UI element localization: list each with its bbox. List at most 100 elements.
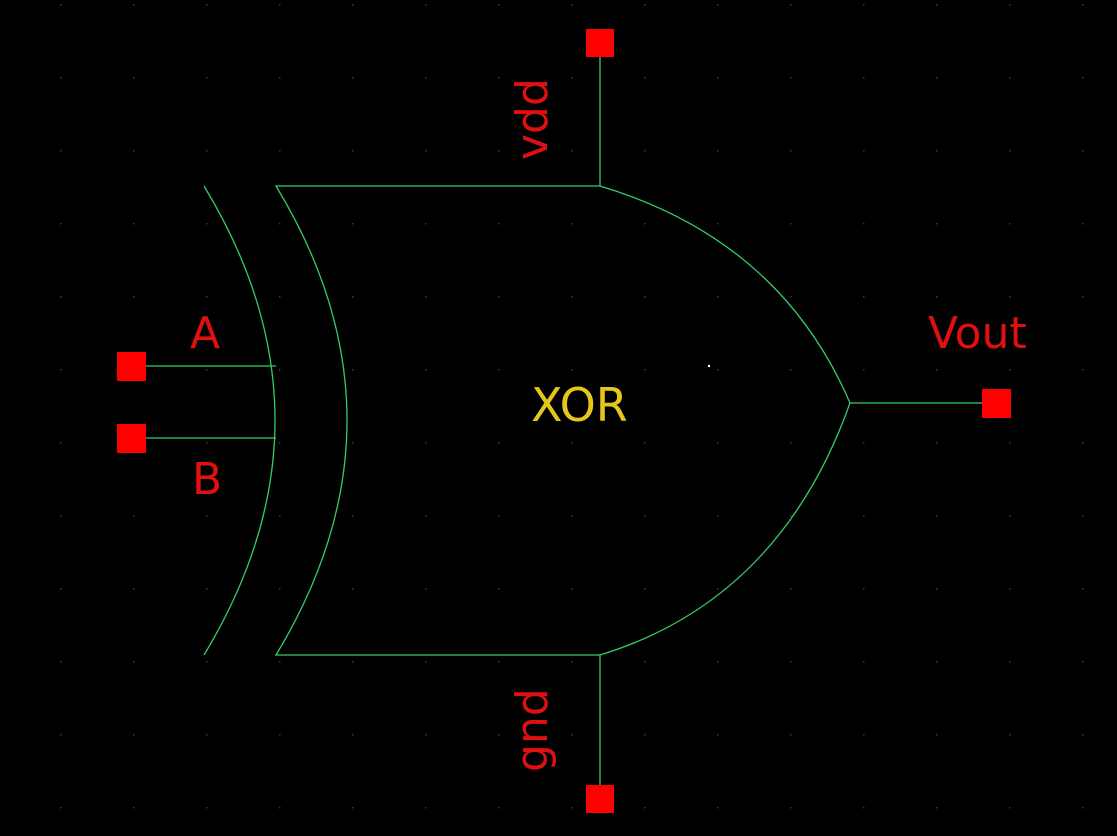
grid-dot <box>279 223 281 225</box>
grid-dot <box>1082 4 1084 6</box>
grid-dots <box>60 4 1084 809</box>
grid-dot <box>60 807 62 809</box>
grid-dot <box>717 661 719 663</box>
grid-dot <box>133 515 135 517</box>
grid-dot <box>936 515 938 517</box>
grid-dot <box>352 4 354 6</box>
grid-dot <box>60 223 62 225</box>
grid-dot <box>498 515 500 517</box>
grid-dot <box>717 515 719 517</box>
grid-dot <box>571 442 573 444</box>
grid-dot <box>863 150 865 152</box>
grid-dot <box>790 661 792 663</box>
grid-dot <box>1082 296 1084 298</box>
grid-dot <box>1009 807 1011 809</box>
grid-dot <box>206 442 208 444</box>
grid-dot <box>1009 150 1011 152</box>
grid-dot <box>571 734 573 736</box>
grid-dot <box>717 442 719 444</box>
grid-dot <box>717 223 719 225</box>
pin-label-gnd: gnd <box>507 688 558 772</box>
grid-dot <box>498 661 500 663</box>
grid-dot <box>644 369 646 371</box>
grid-dot <box>279 442 281 444</box>
grid-dot <box>425 661 427 663</box>
grid-dot <box>863 369 865 371</box>
grid-dot <box>790 515 792 517</box>
grid-dot <box>425 369 427 371</box>
grid-dot <box>352 223 354 225</box>
grid-dot <box>790 807 792 809</box>
grid-dot <box>352 661 354 663</box>
grid-dot <box>206 77 208 79</box>
grid-dot <box>863 442 865 444</box>
grid-dot <box>790 442 792 444</box>
grid-dot <box>425 296 427 298</box>
grid-dot <box>571 296 573 298</box>
grid-dot <box>936 588 938 590</box>
grid-dot <box>1009 369 1011 371</box>
grid-dot <box>206 4 208 6</box>
pin-vdd[interactable] <box>586 29 614 57</box>
grid-dot <box>936 369 938 371</box>
grid-dot <box>936 661 938 663</box>
grid-dot <box>644 150 646 152</box>
grid-dot <box>936 150 938 152</box>
grid-dot <box>133 77 135 79</box>
grid-dot <box>279 77 281 79</box>
grid-dot <box>133 296 135 298</box>
grid-dot <box>571 588 573 590</box>
grid-dot <box>863 807 865 809</box>
grid-dot <box>1082 807 1084 809</box>
grid-dot <box>1009 223 1011 225</box>
grid-dot <box>863 223 865 225</box>
grid-dot <box>790 734 792 736</box>
grid-dot <box>352 734 354 736</box>
grid-dot <box>790 4 792 6</box>
grid-dot <box>936 807 938 809</box>
grid-dot <box>936 734 938 736</box>
grid-dot <box>863 77 865 79</box>
grid-dot <box>352 588 354 590</box>
pin-b[interactable] <box>117 424 146 453</box>
grid-dot <box>571 4 573 6</box>
pin-a[interactable] <box>117 352 146 381</box>
grid-dot <box>206 588 208 590</box>
grid-dot <box>60 588 62 590</box>
grid-dot <box>498 369 500 371</box>
grid-dot <box>863 588 865 590</box>
grid-dot <box>425 150 427 152</box>
grid-dot <box>206 150 208 152</box>
grid-dot <box>133 588 135 590</box>
pin-label-a: A <box>190 308 220 359</box>
grid-dot <box>279 296 281 298</box>
grid-dot <box>790 369 792 371</box>
grid-dot <box>1082 442 1084 444</box>
grid-dot <box>60 661 62 663</box>
grid-dot <box>498 223 500 225</box>
grid-dot <box>498 807 500 809</box>
origin-marker <box>707 364 711 368</box>
grid-dot <box>425 4 427 6</box>
grid-dot <box>352 77 354 79</box>
grid-dot <box>863 515 865 517</box>
grid-dot <box>279 150 281 152</box>
grid-dot <box>1009 661 1011 663</box>
grid-dot <box>863 661 865 663</box>
grid-dot <box>790 223 792 225</box>
pin-vout[interactable] <box>982 389 1011 418</box>
grid-dot <box>133 661 135 663</box>
grid-dot <box>425 223 427 225</box>
grid-dot <box>717 296 719 298</box>
grid-dot <box>644 515 646 517</box>
pin-gnd[interactable] <box>586 785 614 813</box>
xor-gate-symbol[interactable] <box>203 185 851 656</box>
grid-dot <box>206 223 208 225</box>
grid-dot <box>790 588 792 590</box>
gate-body-outline <box>274 185 851 656</box>
grid-dot <box>1082 515 1084 517</box>
grid-dot <box>644 442 646 444</box>
grid-dot <box>206 807 208 809</box>
grid-dot <box>717 369 719 371</box>
